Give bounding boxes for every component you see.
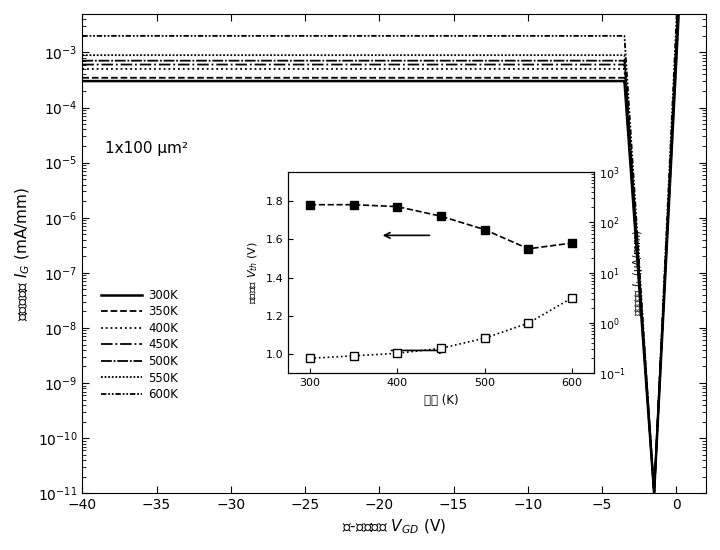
X-axis label: 闸-汲极电压 $V_{GD}$ (V): 闸-汲极电压 $V_{GD}$ (V) xyxy=(342,518,446,536)
Legend: 300K, 350K, 400K, 450K, 500K, 550K, 600K: 300K, 350K, 400K, 450K, 500K, 550K, 600K xyxy=(101,289,178,401)
Text: 1x100 μm²: 1x100 μm² xyxy=(104,141,188,156)
Y-axis label: 闸极漏电流 $I_L$ (μA/mm): 闸极漏电流 $I_L$ (μA/mm) xyxy=(631,229,645,316)
Y-axis label: 闸极漏电流 $I_G$ (mA/mm): 闸极漏电流 $I_G$ (mA/mm) xyxy=(14,186,32,321)
